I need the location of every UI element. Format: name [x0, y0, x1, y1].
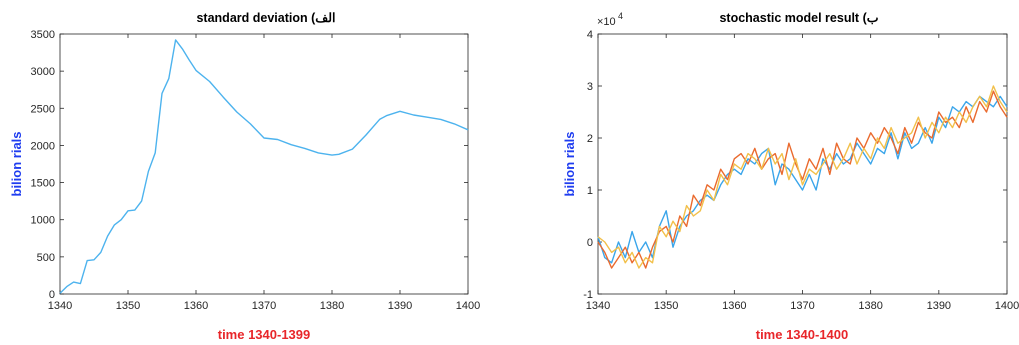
left-series-group: [59, 39, 469, 294]
right-y-ticks: -1 0 1 2 3 4: [583, 29, 1007, 301]
right-y-tick-label: 0: [587, 237, 593, 249]
right-y-tick-label: 4: [587, 29, 593, 41]
right-x-tick-label: 1350: [654, 300, 678, 312]
right-y-tick-label: 1: [587, 185, 593, 197]
right-y-tick-label: -1: [583, 289, 593, 301]
left-x-tick-label: 1340: [48, 300, 72, 312]
right-series-line-3: [597, 85, 1008, 269]
right-plot-area: [597, 33, 1008, 295]
right-y-scale-power: 4: [618, 11, 623, 21]
right-y-axis-label: bilion rials: [562, 131, 577, 196]
left-y-tick-label: 2500: [31, 103, 55, 115]
left-x-axis-label: time 1340-1399: [218, 327, 311, 342]
left-y-tick-label: 500: [37, 252, 55, 264]
right-series-line-1: [597, 95, 1008, 264]
right-x-ticks: 1340 1350 1360 1370 1380 1390 1400: [586, 34, 1019, 312]
left-y-ticks: 0 500 1000 1500 2000 2500 3000 3500: [31, 29, 468, 301]
left-y-axis-label: bilion rials: [9, 131, 24, 196]
left-x-tick-label: 1400: [456, 300, 480, 312]
left-y-tick-label: 0: [49, 289, 55, 301]
left-x-tick-label: 1370: [252, 300, 276, 312]
right-x-tick-label: 1380: [858, 300, 882, 312]
right-series-line-2: [597, 90, 1008, 269]
right-x-tick-label: 1390: [927, 300, 951, 312]
right-y-tick-label: 2: [587, 133, 593, 145]
right-chart-title: stochastic model result (ب: [719, 11, 878, 25]
right-series-group: [597, 85, 1008, 269]
right-chart: stochastic model result (ب ×10 4 -1 0 1 2 3 4…: [562, 11, 1019, 342]
left-y-tick-label: 1000: [31, 215, 55, 227]
left-y-tick-label: 1500: [31, 178, 55, 190]
left-x-tick-label: 1390: [388, 300, 412, 312]
left-x-tick-label: 1360: [184, 300, 208, 312]
left-chart: standard deviation (الف 0 500 1000 1500 2000…: [9, 11, 480, 342]
right-x-axis-label: time 1340-1400: [756, 327, 849, 342]
left-chart-title: standard deviation (الف: [196, 11, 335, 25]
left-y-tick-label: 3500: [31, 29, 55, 41]
left-y-tick-label: 2000: [31, 140, 55, 152]
right-x-tick-label: 1370: [790, 300, 814, 312]
right-y-scale-base: ×10: [597, 16, 616, 28]
left-x-tick-label: 1380: [320, 300, 344, 312]
left-series-line-1: [59, 39, 469, 294]
right-x-tick-label: 1340: [586, 300, 610, 312]
left-y-tick-label: 3000: [31, 66, 55, 78]
left-x-tick-label: 1350: [116, 300, 140, 312]
right-y-scale-exponent: ×10 4: [597, 11, 623, 28]
right-x-tick-label: 1400: [995, 300, 1019, 312]
left-plot-area: [59, 33, 469, 295]
right-x-tick-label: 1360: [722, 300, 746, 312]
right-y-tick-label: 3: [587, 81, 593, 93]
left-x-ticks: 1340 1350 1360 1370 1380 1390 1400: [48, 34, 480, 312]
